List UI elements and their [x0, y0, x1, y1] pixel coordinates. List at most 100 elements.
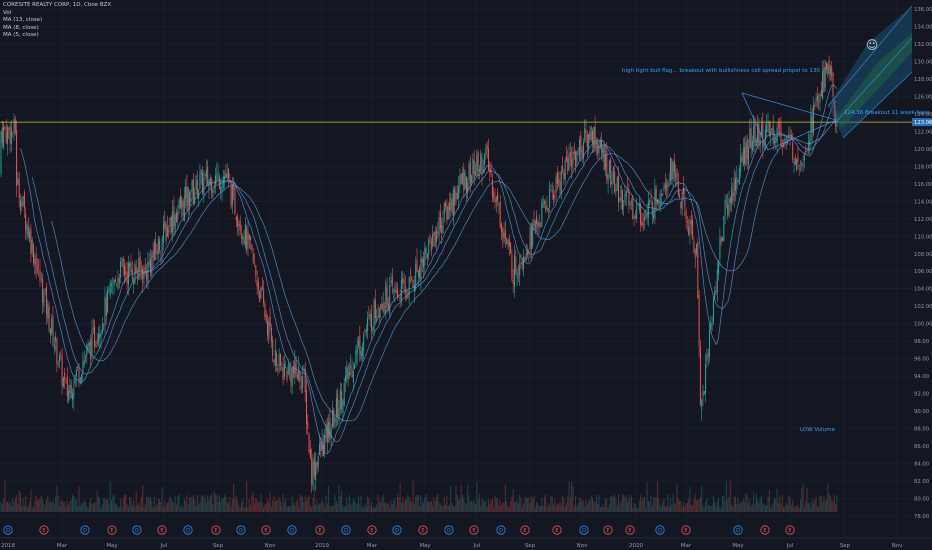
candle-body [460, 173, 462, 184]
legend-ma-5[interactable]: MA (5, close) [3, 32, 39, 39]
volume-bar [562, 496, 564, 512]
volume-bar [540, 506, 541, 512]
event-marker-earnings[interactable]: E [418, 525, 428, 535]
volume-bar [111, 500, 112, 512]
volume-bar [504, 484, 506, 512]
volume-bar [706, 498, 708, 512]
candle-body [4, 127, 6, 130]
event-marker-earnings[interactable]: E [367, 525, 377, 535]
volume-bar [330, 505, 332, 512]
candle-body [519, 263, 521, 276]
candle-body [12, 132, 14, 134]
volume-bar [749, 498, 751, 512]
channel-line [842, 71, 913, 139]
volume-bar [634, 504, 636, 512]
candle-body [317, 456, 319, 467]
volume-bar [798, 507, 800, 512]
event-marker-earnings[interactable]: E [107, 525, 117, 535]
event-marker-earnings[interactable]: E [520, 525, 530, 535]
event-marker-earnings[interactable]: E [261, 525, 271, 535]
event-marker-earnings[interactable]: E [625, 525, 635, 535]
legend-ma-13[interactable]: MA (13, close) [3, 17, 43, 24]
price-tag-bg [912, 118, 932, 127]
event-marker-earnings[interactable]: E [39, 525, 49, 535]
event-marker-earnings[interactable]: E [157, 525, 167, 535]
volume-bar [456, 494, 458, 512]
event-marker-dividend[interactable]: D [733, 525, 743, 535]
event-marker-dividend[interactable]: D [132, 525, 142, 535]
event-marker-dividend[interactable]: D [655, 525, 665, 535]
y-tick-label: 130.00 [914, 59, 932, 65]
candle-body [182, 200, 184, 216]
volume-bar [776, 488, 778, 512]
event-marker-dividend[interactable]: D [183, 525, 193, 535]
candle-body [148, 262, 150, 265]
annotation-breakout[interactable]: 124.36 Breakout 11 week base [844, 110, 930, 116]
candle-body [481, 156, 483, 176]
event-marker-dividend[interactable]: D [496, 525, 506, 535]
volume-bar [446, 495, 448, 512]
event-marker-dividend[interactable]: D [444, 525, 454, 535]
volume-bar [476, 481, 478, 512]
event-marker-earnings[interactable]: E [785, 525, 795, 535]
event-marker-earnings[interactable]: E [552, 525, 562, 535]
candle-body [576, 150, 578, 163]
annotation-bull-flag[interactable]: high tight bull flag... breakout with bu… [622, 68, 820, 74]
volume-bar [640, 494, 642, 512]
volume-bar [95, 500, 97, 512]
volume-bar [581, 500, 583, 512]
candle-body [458, 186, 460, 199]
event-marker-dividend[interactable]: D [236, 525, 246, 535]
candle-body [345, 375, 346, 382]
y-tick-label: 136.00 [914, 7, 932, 13]
event-marker-circle [80, 525, 90, 535]
event-marker-dividend[interactable]: D [341, 525, 351, 535]
event-marker-earnings[interactable]: E [681, 525, 691, 535]
volume-bar [56, 485, 58, 512]
event-marker-earnings[interactable]: E [469, 525, 479, 535]
event-marker-earnings[interactable]: E [603, 525, 613, 535]
candle-body [55, 335, 57, 341]
event-marker-dividend[interactable]: D [3, 525, 13, 535]
volume-bar [212, 503, 214, 512]
volume-bar [662, 502, 664, 512]
event-marker-dividend[interactable]: D [579, 525, 589, 535]
volume-bar [389, 507, 391, 512]
y-tick-label: 128.00 [914, 77, 932, 83]
candle-body [724, 199, 726, 216]
candle-body [793, 161, 795, 164]
candle-body [620, 185, 622, 203]
event-marker-earnings[interactable]: E [211, 525, 221, 535]
annotation-low-volume[interactable]: LOW Volume [800, 427, 835, 433]
volume-bar [355, 503, 357, 512]
event-marker-dividend[interactable]: D [392, 525, 402, 535]
volume-bar [718, 498, 720, 512]
candle-body [569, 152, 571, 157]
volume-bar [680, 501, 682, 512]
candle-body [728, 199, 730, 217]
volume-bar [655, 497, 657, 512]
candle-body [573, 151, 575, 155]
symbol-title[interactable]: CORESITE REALTY CORP, 1D, Cboe BZX [3, 2, 112, 8]
candle-body [554, 195, 556, 198]
volume-bar [170, 498, 172, 512]
volume-bar [371, 501, 372, 512]
candle-body [423, 258, 424, 268]
candle-body [741, 156, 743, 161]
event-marker-earnings[interactable]: E [760, 525, 770, 535]
candle-body [749, 127, 751, 148]
event-marker-earnings[interactable]: E [315, 525, 325, 535]
event-marker-dividend[interactable]: D [80, 525, 90, 535]
volume-bar [780, 503, 782, 512]
volume-bar [579, 497, 580, 512]
volume-bar [172, 501, 174, 512]
legend-ma-8[interactable]: MA (8, close) [3, 24, 39, 31]
candle-body [78, 368, 80, 382]
event-marker-dividend[interactable]: D [287, 525, 297, 535]
volume-bar [789, 497, 791, 512]
candle-body [598, 146, 600, 154]
legend-volume[interactable]: Vol [3, 9, 12, 16]
candle-body [47, 303, 49, 319]
candle-body [593, 126, 595, 149]
